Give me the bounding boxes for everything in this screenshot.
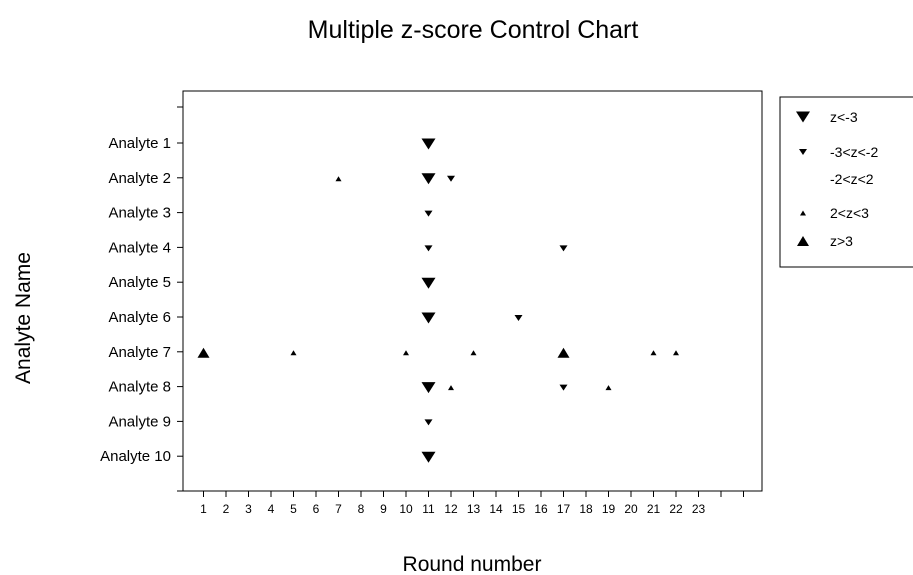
data-point-triangle-up-small [335,176,342,182]
y-axis-title: Analyte Name [12,252,35,384]
legend-label: 2<z<3 [830,205,869,221]
y-tick-label: Analyte 2 [108,170,171,187]
legend-label: -2<z<2 [830,171,874,187]
x-tick-label: 4 [268,502,275,516]
data-point-triangle-up-small [673,350,679,356]
data-point-triangle-down-small [424,245,433,252]
legend-marker [796,111,810,123]
data-points [197,138,679,463]
data-point-triangle-down-large [421,451,436,463]
data-point-triangle-down-large [421,173,436,185]
legend-marker [800,210,806,216]
x-tick-label: 22 [669,502,683,516]
data-point-triangle-down-large [421,312,436,324]
x-tick-label: 10 [399,502,413,516]
data-point-triangle-down-large [421,277,436,289]
x-tick-label: 9 [380,502,387,516]
data-point-triangle-up-large [197,347,210,358]
data-point-triangle-down-large [421,382,436,394]
data-point-triangle-down-small [559,245,568,252]
plot-area-frame [182,90,763,492]
data-point-triangle-down-small [447,175,455,182]
legend-marker [797,236,809,246]
y-tick-label: Analyte 8 [108,379,171,396]
data-point-triangle-down-small [424,419,433,426]
x-tick-label: 17 [557,502,571,516]
y-tick-label: Analyte 10 [100,448,171,465]
legend-label: z<-3 [830,109,858,125]
x-tick-label: 21 [647,502,661,516]
legend-marker [799,149,807,155]
x-tick-label: 14 [489,502,503,516]
data-point-triangle-up-small [448,385,454,391]
data-point-triangle-up-large [557,347,570,358]
data-point-triangle-up-small [470,350,477,356]
x-tick-label: 3 [245,502,252,516]
legend-label: -3<z<-2 [830,144,878,160]
legend-label: z>3 [830,233,853,249]
x-tick-label: 7 [335,502,342,516]
data-point-triangle-up-small [403,350,409,356]
x-tick-label: 20 [624,502,638,516]
data-point-triangle-down-small [424,210,433,217]
x-tick-label: 23 [692,502,706,516]
chart-title: Multiple z-score Control Chart [308,16,639,44]
x-tick-label: 13 [467,502,481,516]
x-tick-label: 1 [200,502,207,516]
data-point-triangle-down-large [421,138,436,150]
x-axis: 1 2 3 4 5 6 7 8 9 10 11 12 13 14 15 16 17 18 19 20 21 22 23 [200,491,744,516]
x-tick-label: 11 [422,502,435,516]
legend: z<-3 -3<z<-2 -2<z<2 2<z<3 z>3 [796,109,878,249]
y-tick-label: Analyte 7 [108,344,171,361]
x-tick-label: 8 [358,502,365,516]
y-tick-label: Analyte 6 [108,309,171,326]
x-tick-label: 12 [444,502,458,516]
data-point-triangle-up-small [650,350,657,356]
y-axis: Analyte 1 Analyte 2 Analyte 3 Analyte 4 Anal… [100,106,183,492]
data-point-triangle-down-small [559,384,568,391]
y-tick-label: Analyte 4 [108,239,171,256]
x-tick-label: 16 [534,502,548,516]
y-tick-label: Analyte 9 [108,413,171,430]
x-tick-label: 18 [579,502,593,516]
data-point-triangle-up-small [290,350,297,356]
x-tick-label: 6 [313,502,320,516]
x-tick-label: 2 [223,502,230,516]
data-point-triangle-down-small [514,315,523,321]
x-tick-label: 5 [290,502,297,516]
y-tick-label: Analyte 5 [108,274,171,291]
x-tick-label: 15 [512,502,526,516]
x-axis-title: Round number [403,553,542,575]
data-point-triangle-up-small [605,385,612,391]
y-tick-label: Analyte 1 [108,135,171,152]
x-tick-label: 19 [602,502,616,516]
y-tick-label: Analyte 3 [108,205,171,222]
